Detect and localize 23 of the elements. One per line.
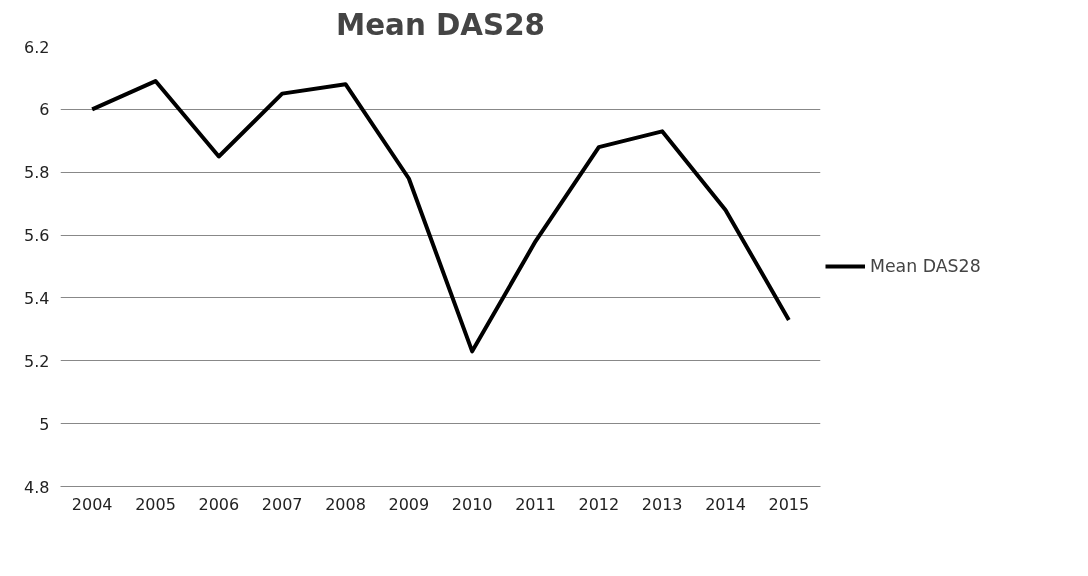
x-tick-label: 2009	[388, 494, 430, 514]
x-tick-label: 2006	[198, 494, 240, 514]
x-tick-label: 2014	[705, 494, 746, 514]
x-tick-label: 2010	[451, 494, 493, 514]
x-tick-label: 2004	[71, 494, 113, 514]
x-tick-label: 2005	[135, 494, 176, 514]
x-tick-label: 2015	[768, 494, 810, 514]
x-tick-label: 2013	[641, 494, 683, 514]
y-tick-label: 5.4	[24, 288, 50, 308]
y-tick-label: 5.2	[24, 351, 50, 371]
y-tick-label: 6	[39, 100, 50, 120]
chart-title: Mean DAS28	[336, 7, 545, 42]
y-tick-label: 5.8	[24, 163, 50, 183]
x-tick-label: 2007	[261, 494, 303, 514]
legend-label: Mean DAS28	[870, 256, 981, 276]
y-tick-label: 6.2	[24, 37, 50, 57]
y-tick-label: 4.8	[24, 477, 50, 497]
y-tick-label: 5	[39, 414, 50, 434]
line-series	[90, 79, 791, 354]
x-tick-label: 2012	[578, 494, 620, 514]
x-tick-label: 2011	[515, 494, 556, 514]
x-tick-label: 2008	[325, 494, 366, 514]
y-tick-label: 5.6	[24, 226, 50, 246]
